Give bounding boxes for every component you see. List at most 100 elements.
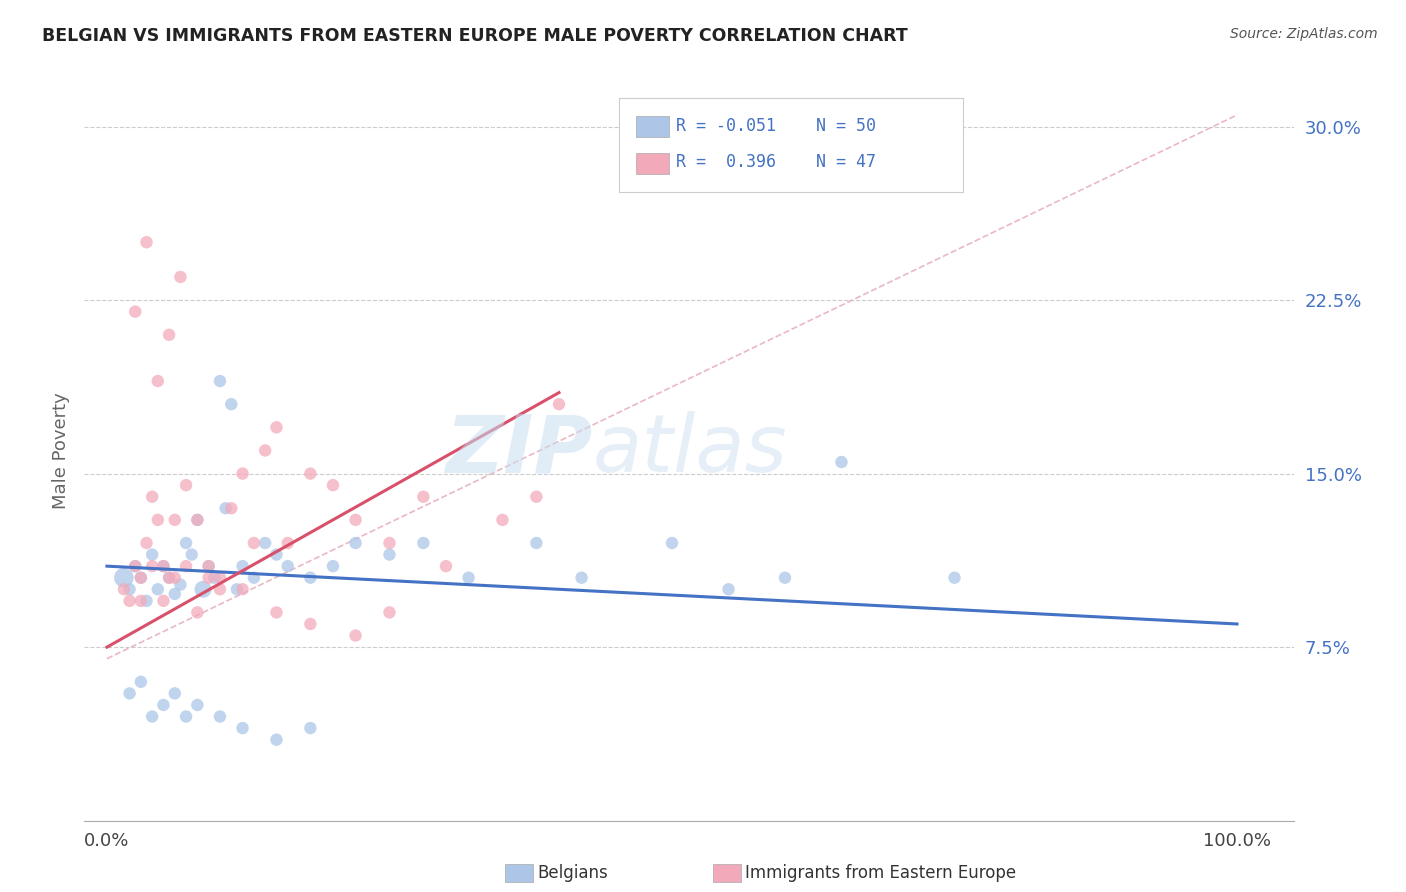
Point xyxy=(124,559,146,574)
Point xyxy=(322,478,344,492)
Point xyxy=(197,559,219,574)
Point xyxy=(112,571,135,585)
Point xyxy=(491,513,513,527)
Point xyxy=(208,709,231,723)
Point xyxy=(344,628,367,642)
Point xyxy=(232,467,254,481)
Point xyxy=(232,582,254,597)
Point xyxy=(214,501,236,516)
Point xyxy=(163,513,186,527)
Point xyxy=(412,536,434,550)
Point xyxy=(186,698,208,712)
Point xyxy=(112,582,135,597)
Point xyxy=(163,686,186,700)
Point xyxy=(197,559,219,574)
Point xyxy=(197,571,219,585)
Text: Source: ZipAtlas.com: Source: ZipAtlas.com xyxy=(1230,27,1378,41)
Point xyxy=(169,269,191,284)
Point xyxy=(202,571,225,585)
Point xyxy=(208,571,231,585)
Point xyxy=(571,571,593,585)
Text: BELGIAN VS IMMIGRANTS FROM EASTERN EUROPE MALE POVERTY CORRELATION CHART: BELGIAN VS IMMIGRANTS FROM EASTERN EUROP… xyxy=(42,27,908,45)
Point xyxy=(118,594,141,608)
Point xyxy=(254,536,277,550)
Point xyxy=(831,455,853,469)
Point xyxy=(208,582,231,597)
Point xyxy=(378,606,401,620)
Point xyxy=(524,536,547,550)
Point xyxy=(773,571,796,585)
Text: atlas: atlas xyxy=(592,411,787,490)
Point xyxy=(661,536,683,550)
Point xyxy=(717,582,740,597)
Point xyxy=(232,721,254,735)
Point xyxy=(219,501,242,516)
Point xyxy=(344,513,367,527)
Point xyxy=(135,536,157,550)
Point xyxy=(266,548,288,562)
Point xyxy=(412,490,434,504)
Point xyxy=(129,571,152,585)
Point xyxy=(152,559,174,574)
Point xyxy=(943,571,966,585)
Y-axis label: Male Poverty: Male Poverty xyxy=(52,392,70,508)
Point xyxy=(141,490,163,504)
Point xyxy=(457,571,479,585)
Point xyxy=(277,559,299,574)
Point xyxy=(124,559,146,574)
Point xyxy=(180,548,202,562)
Point xyxy=(146,582,169,597)
Point xyxy=(322,559,344,574)
Point xyxy=(146,513,169,527)
Point xyxy=(152,698,174,712)
Point xyxy=(135,594,157,608)
Point xyxy=(254,443,277,458)
Point xyxy=(118,686,141,700)
Point xyxy=(157,571,180,585)
Point xyxy=(163,587,186,601)
Point xyxy=(157,571,180,585)
Point xyxy=(191,582,214,597)
Point xyxy=(299,721,322,735)
Point xyxy=(548,397,571,411)
Point xyxy=(378,536,401,550)
Point xyxy=(174,478,197,492)
Point xyxy=(219,397,242,411)
Point xyxy=(129,594,152,608)
Point xyxy=(186,513,208,527)
Point xyxy=(226,582,249,597)
Text: R =  0.396    N = 47: R = 0.396 N = 47 xyxy=(676,153,876,171)
Point xyxy=(266,606,288,620)
Point xyxy=(299,617,322,632)
Point xyxy=(129,674,152,689)
Point xyxy=(141,548,163,562)
Point xyxy=(157,327,180,342)
Point xyxy=(524,490,547,504)
Point xyxy=(124,304,146,318)
Point xyxy=(146,374,169,388)
Point xyxy=(174,536,197,550)
Point xyxy=(118,582,141,597)
Point xyxy=(266,420,288,434)
Point xyxy=(152,559,174,574)
Point xyxy=(243,571,266,585)
Point xyxy=(141,709,163,723)
Text: Belgians: Belgians xyxy=(537,864,607,882)
Point xyxy=(129,571,152,585)
Point xyxy=(152,594,174,608)
Point xyxy=(174,709,197,723)
Text: ZIP: ZIP xyxy=(444,411,592,490)
Text: Immigrants from Eastern Europe: Immigrants from Eastern Europe xyxy=(745,864,1017,882)
Point xyxy=(141,559,163,574)
Point xyxy=(135,235,157,250)
Point xyxy=(243,536,266,550)
Point xyxy=(186,606,208,620)
Point xyxy=(299,467,322,481)
Point xyxy=(208,374,231,388)
Point xyxy=(169,577,191,591)
Point xyxy=(434,559,457,574)
Point xyxy=(174,559,197,574)
Point xyxy=(277,536,299,550)
Point xyxy=(163,571,186,585)
Point xyxy=(186,513,208,527)
